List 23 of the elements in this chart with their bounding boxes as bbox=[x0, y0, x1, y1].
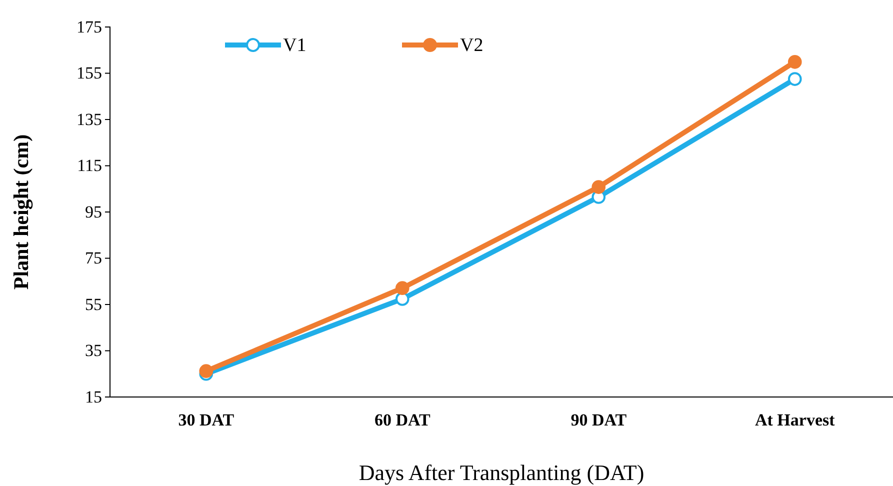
point bbox=[395, 281, 410, 295]
y-tick-label: 35 bbox=[85, 341, 102, 360]
y-tick-label: 55 bbox=[85, 294, 102, 314]
legend-label: V2 bbox=[460, 35, 484, 56]
x-tick-label: 60 DAT bbox=[374, 410, 431, 430]
y-tick-label: 75 bbox=[85, 248, 102, 268]
point bbox=[788, 72, 802, 86]
x-tick-label: 30 DAT bbox=[178, 410, 235, 430]
x-tick-label: At Harvest bbox=[754, 410, 836, 430]
point bbox=[199, 364, 214, 378]
y-tick-label: 95 bbox=[85, 202, 102, 222]
y-tick-label: 115 bbox=[77, 156, 102, 176]
x-axis-title: Days After Transplanting (DAT) bbox=[358, 460, 644, 485]
y-tick-label: 175 bbox=[76, 17, 102, 36]
x-tick-label: 90 DAT bbox=[570, 410, 628, 430]
legend-label: V1 bbox=[283, 35, 306, 56]
point bbox=[788, 55, 802, 69]
y-tick-label: 155 bbox=[76, 64, 102, 83]
y-tick-label: 15 bbox=[85, 387, 102, 406]
y-axis-title: Plant height (cm) bbox=[9, 134, 33, 290]
y-tick-label: 135 bbox=[76, 110, 102, 129]
point bbox=[592, 180, 606, 194]
point bbox=[395, 292, 410, 306]
